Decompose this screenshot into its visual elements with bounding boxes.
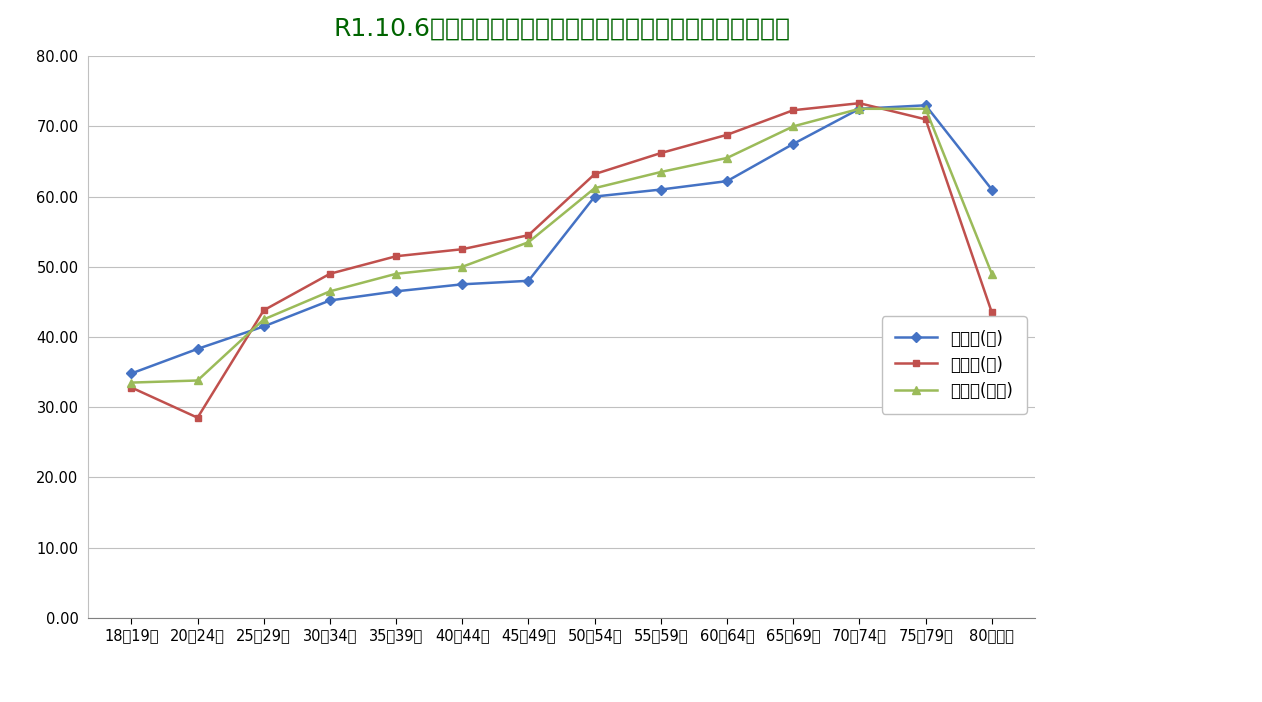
投票率(女) xyxy=(521,231,536,239)
投票率(男) xyxy=(191,345,206,353)
投票率(全体) xyxy=(587,184,602,192)
投票率(全体) xyxy=(786,122,801,131)
投票率(女) xyxy=(322,270,337,278)
投票率(全体) xyxy=(191,376,206,385)
投票率(女) xyxy=(191,413,206,422)
投票率(女) xyxy=(587,170,602,178)
投票率(全体) xyxy=(454,263,469,271)
投票率(全体) xyxy=(852,105,867,113)
投票率(男) xyxy=(587,192,602,201)
投票率(全体) xyxy=(322,287,337,296)
投票率(全体) xyxy=(389,270,404,278)
投票率(全体) xyxy=(654,168,669,176)
投票率(全体) xyxy=(984,270,1000,278)
投票率(女) xyxy=(654,149,669,157)
投票率(女) xyxy=(984,308,1000,317)
投票率(男) xyxy=(984,185,1000,194)
Line: 投票率(女): 投票率(女) xyxy=(127,100,996,421)
投票率(全体) xyxy=(719,154,734,162)
Line: 投票率(男): 投票率(男) xyxy=(127,102,996,377)
投票率(男) xyxy=(389,287,404,296)
投票率(女) xyxy=(719,131,734,139)
投票率(女) xyxy=(852,99,867,107)
投票率(女) xyxy=(256,306,271,314)
投票率(女) xyxy=(786,106,801,114)
Legend: 投票率(男), 投票率(女), 投票率(全体): 投票率(男), 投票率(女), 投票率(全体) xyxy=(882,317,1026,413)
投票率(男) xyxy=(719,177,734,185)
投票率(男) xyxy=(256,322,271,331)
投票率(男) xyxy=(654,185,669,194)
投票率(全体) xyxy=(917,105,933,113)
投票率(男) xyxy=(786,140,801,148)
投票率(全体) xyxy=(124,378,139,387)
投票率(女) xyxy=(917,115,933,124)
投票率(男) xyxy=(124,369,139,378)
投票率(男) xyxy=(852,105,867,113)
投票率(全体) xyxy=(521,238,536,246)
投票率(男) xyxy=(322,296,337,305)
投票率(女) xyxy=(454,245,469,253)
Line: 投票率(全体): 投票率(全体) xyxy=(127,105,996,387)
投票率(男) xyxy=(521,277,536,285)
Title: R1.10.6執行　むつ市議会議員一般選挙　年齢別男女別投票率: R1.10.6執行 むつ市議会議員一般選挙 年齢別男女別投票率 xyxy=(333,16,790,40)
投票率(全体) xyxy=(256,315,271,324)
投票率(女) xyxy=(124,383,139,392)
投票率(女) xyxy=(389,252,404,260)
投票率(男) xyxy=(454,280,469,289)
投票率(男) xyxy=(917,101,933,110)
